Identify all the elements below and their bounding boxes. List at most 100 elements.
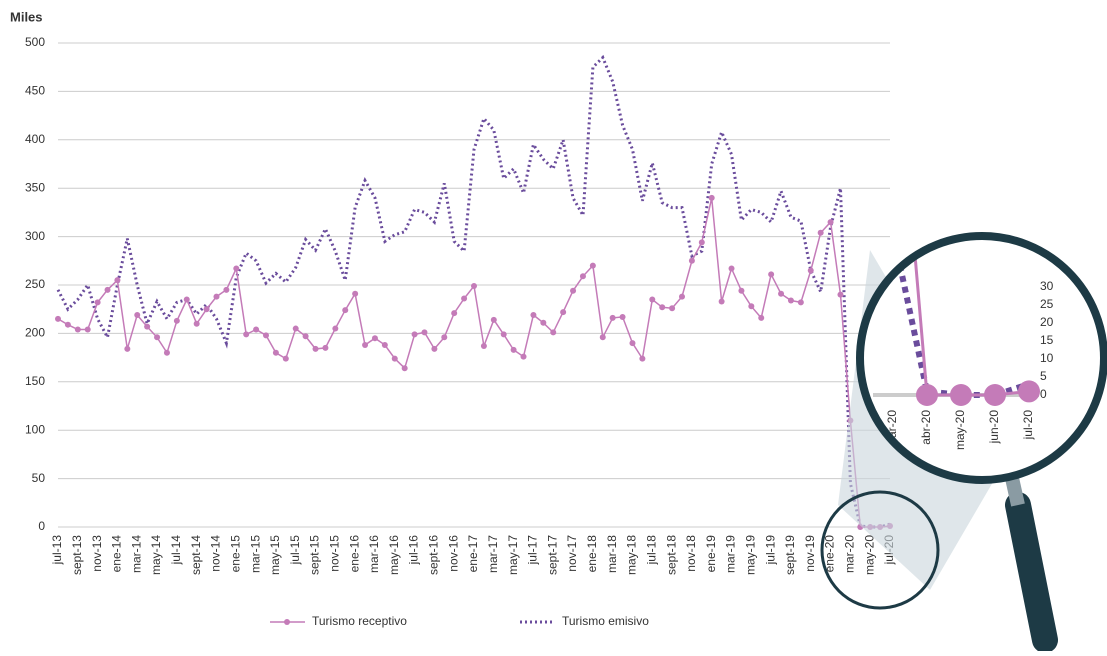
x-tick-label: jun-20 (987, 410, 1001, 445)
marker (114, 277, 121, 284)
marker (579, 273, 586, 280)
x-tick-label: nov-14 (209, 535, 223, 572)
marker (391, 355, 398, 362)
marker (312, 345, 319, 352)
dotted-line (890, 240, 1030, 398)
x-tick-label: mar-16 (367, 535, 381, 573)
marker (322, 344, 329, 351)
marker (263, 332, 269, 339)
marker (1018, 380, 1040, 403)
x-tick-label: sept-19 (783, 535, 797, 575)
marker (292, 325, 299, 332)
x-tick-label: ene-17 (466, 535, 480, 573)
x-tick-label: nov-13 (90, 535, 104, 572)
x-tick-label: ene-16 (347, 535, 361, 573)
marker (302, 333, 309, 340)
marker (371, 335, 378, 342)
marker (520, 353, 527, 360)
x-tick-label: sept-16 (427, 535, 441, 575)
marker (243, 331, 250, 338)
x-tick-label: nov-18 (684, 535, 698, 572)
marker (882, 0, 904, 10)
y-tick-label: 0 (1040, 387, 1047, 401)
marker (679, 293, 685, 300)
y-tick-label: 200 (25, 326, 45, 340)
x-tick-label: may-15 (268, 535, 282, 575)
x-tick-label: sept-14 (189, 535, 203, 575)
x-tick-label: may-19 (744, 535, 758, 575)
x-tick-label: mar-20 (843, 535, 857, 573)
marker (342, 307, 349, 314)
marker (510, 346, 517, 353)
marker (64, 321, 71, 328)
marker (55, 315, 61, 322)
y-axis-label: Miles (10, 9, 43, 24)
marker (471, 282, 477, 289)
marker (441, 334, 448, 341)
x-tick-label: jul-14 (169, 535, 183, 566)
marker (669, 305, 676, 312)
marker (490, 316, 497, 323)
x-tick-label: nov-19 (803, 535, 817, 572)
legend-label: Turismo receptivo (312, 614, 407, 628)
marker (629, 340, 636, 347)
marker (84, 326, 91, 333)
magnifier-neck (1005, 476, 1025, 507)
marker (203, 306, 210, 313)
marker (748, 303, 755, 310)
y-tick-label: 20 (1040, 315, 1054, 329)
x-tick-label: jul-15 (288, 535, 302, 566)
x-tick-label: ene-18 (585, 535, 599, 573)
marker (451, 310, 458, 317)
x-tick-label: jul-13 (50, 535, 64, 566)
y-tick-label: 500 (25, 35, 45, 49)
magnifier-handle (1005, 492, 1058, 653)
x-tick-label: mar-17 (486, 535, 500, 573)
x-tick-label: mar-15 (248, 535, 262, 573)
marker (411, 331, 418, 338)
marker (381, 342, 388, 349)
x-tick-label: mar-19 (724, 535, 738, 573)
x-tick-label: jul-19 (763, 535, 777, 566)
marker (144, 323, 151, 330)
marker (758, 314, 765, 321)
marker (193, 320, 200, 327)
x-tick-label: ene-14 (110, 535, 124, 573)
marker (718, 298, 725, 305)
lens-target (820, 490, 940, 610)
marker (916, 384, 938, 406)
marker (797, 299, 804, 306)
x-tick-label: ene-19 (704, 535, 718, 573)
y-tick-label: 400 (25, 132, 45, 146)
legend: Turismo receptivo Turismo emisivo (270, 614, 649, 628)
y-tick-label: 25 (1040, 297, 1054, 311)
x-tick-label: mar-14 (129, 535, 143, 573)
y-tick-label: 100 (25, 422, 45, 436)
marker (461, 295, 468, 302)
y-tick-label: 250 (25, 277, 45, 291)
lens-bg (862, 238, 1102, 478)
y-tick-label: 300 (25, 229, 45, 243)
marker (74, 326, 81, 333)
y-tick-label: 150 (25, 374, 45, 388)
y-tick-label: 30 (1040, 279, 1054, 293)
marker (787, 297, 794, 304)
marker (950, 384, 972, 406)
marker (500, 331, 507, 338)
x-tick-label: ene-20 (823, 535, 837, 573)
marker (550, 329, 557, 336)
x-tick-label: may-18 (625, 535, 639, 575)
marker (233, 265, 240, 272)
y-tick-label: 350 (25, 180, 45, 194)
y-tick-label: 0 (38, 519, 45, 533)
x-tick-label: jul-17 (526, 535, 540, 566)
marker (827, 219, 834, 226)
x-tick-label: sept-18 (664, 535, 678, 575)
y-tick-label: 50 (32, 471, 46, 485)
marker (708, 194, 715, 201)
x-tick-label: may-17 (506, 535, 520, 575)
x-tick-label: may-14 (149, 535, 163, 575)
x-tick-label: nov-17 (565, 535, 579, 572)
marker (253, 326, 260, 333)
marker (659, 304, 666, 311)
